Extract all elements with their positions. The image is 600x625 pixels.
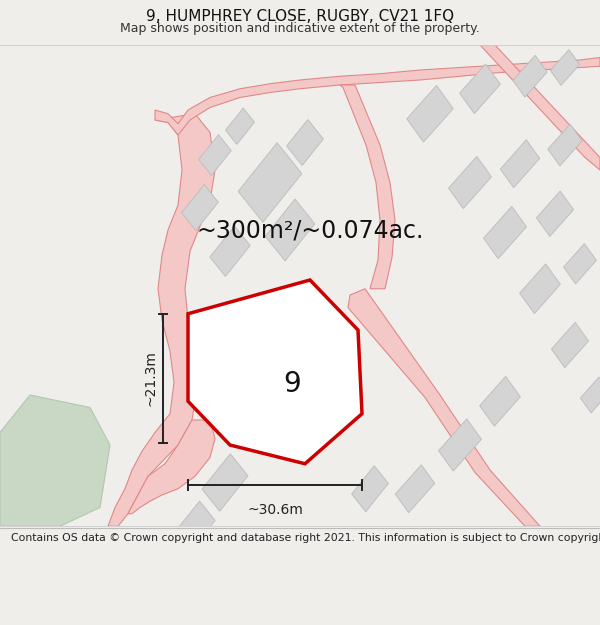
Polygon shape: [108, 114, 215, 526]
Polygon shape: [548, 124, 582, 166]
Polygon shape: [563, 244, 596, 284]
Text: ~21.3m: ~21.3m: [144, 350, 158, 406]
Polygon shape: [520, 264, 560, 314]
Polygon shape: [439, 419, 481, 471]
Text: 9, HUMPHREY CLOSE, RUGBY, CV21 1FQ: 9, HUMPHREY CLOSE, RUGBY, CV21 1FQ: [146, 9, 454, 24]
Polygon shape: [348, 289, 540, 526]
Polygon shape: [202, 454, 248, 511]
Polygon shape: [210, 226, 250, 276]
Polygon shape: [460, 64, 500, 114]
Polygon shape: [226, 108, 254, 144]
Polygon shape: [352, 466, 388, 512]
Polygon shape: [265, 199, 315, 261]
Polygon shape: [395, 465, 434, 512]
Polygon shape: [500, 140, 539, 188]
Polygon shape: [513, 56, 547, 97]
Polygon shape: [536, 191, 574, 236]
Polygon shape: [484, 206, 526, 259]
Text: 9: 9: [283, 371, 301, 399]
Polygon shape: [175, 501, 215, 551]
Polygon shape: [188, 280, 362, 464]
Polygon shape: [182, 184, 218, 231]
Polygon shape: [199, 134, 231, 176]
Polygon shape: [214, 381, 266, 446]
Polygon shape: [449, 156, 491, 209]
Polygon shape: [407, 86, 453, 142]
Polygon shape: [287, 119, 323, 166]
Polygon shape: [479, 376, 520, 426]
Polygon shape: [238, 142, 302, 222]
Polygon shape: [0, 395, 110, 526]
Polygon shape: [550, 49, 580, 86]
Text: Contains OS data © Crown copyright and database right 2021. This information is : Contains OS data © Crown copyright and d…: [11, 533, 600, 543]
Text: Map shows position and indicative extent of the property.: Map shows position and indicative extent…: [120, 22, 480, 35]
Polygon shape: [340, 85, 395, 289]
Polygon shape: [551, 322, 589, 368]
Polygon shape: [480, 45, 600, 170]
Text: ~30.6m: ~30.6m: [247, 503, 303, 516]
Polygon shape: [128, 420, 215, 514]
Polygon shape: [155, 58, 600, 135]
Polygon shape: [580, 377, 600, 413]
Text: ~300m²/~0.074ac.: ~300m²/~0.074ac.: [196, 218, 424, 242]
